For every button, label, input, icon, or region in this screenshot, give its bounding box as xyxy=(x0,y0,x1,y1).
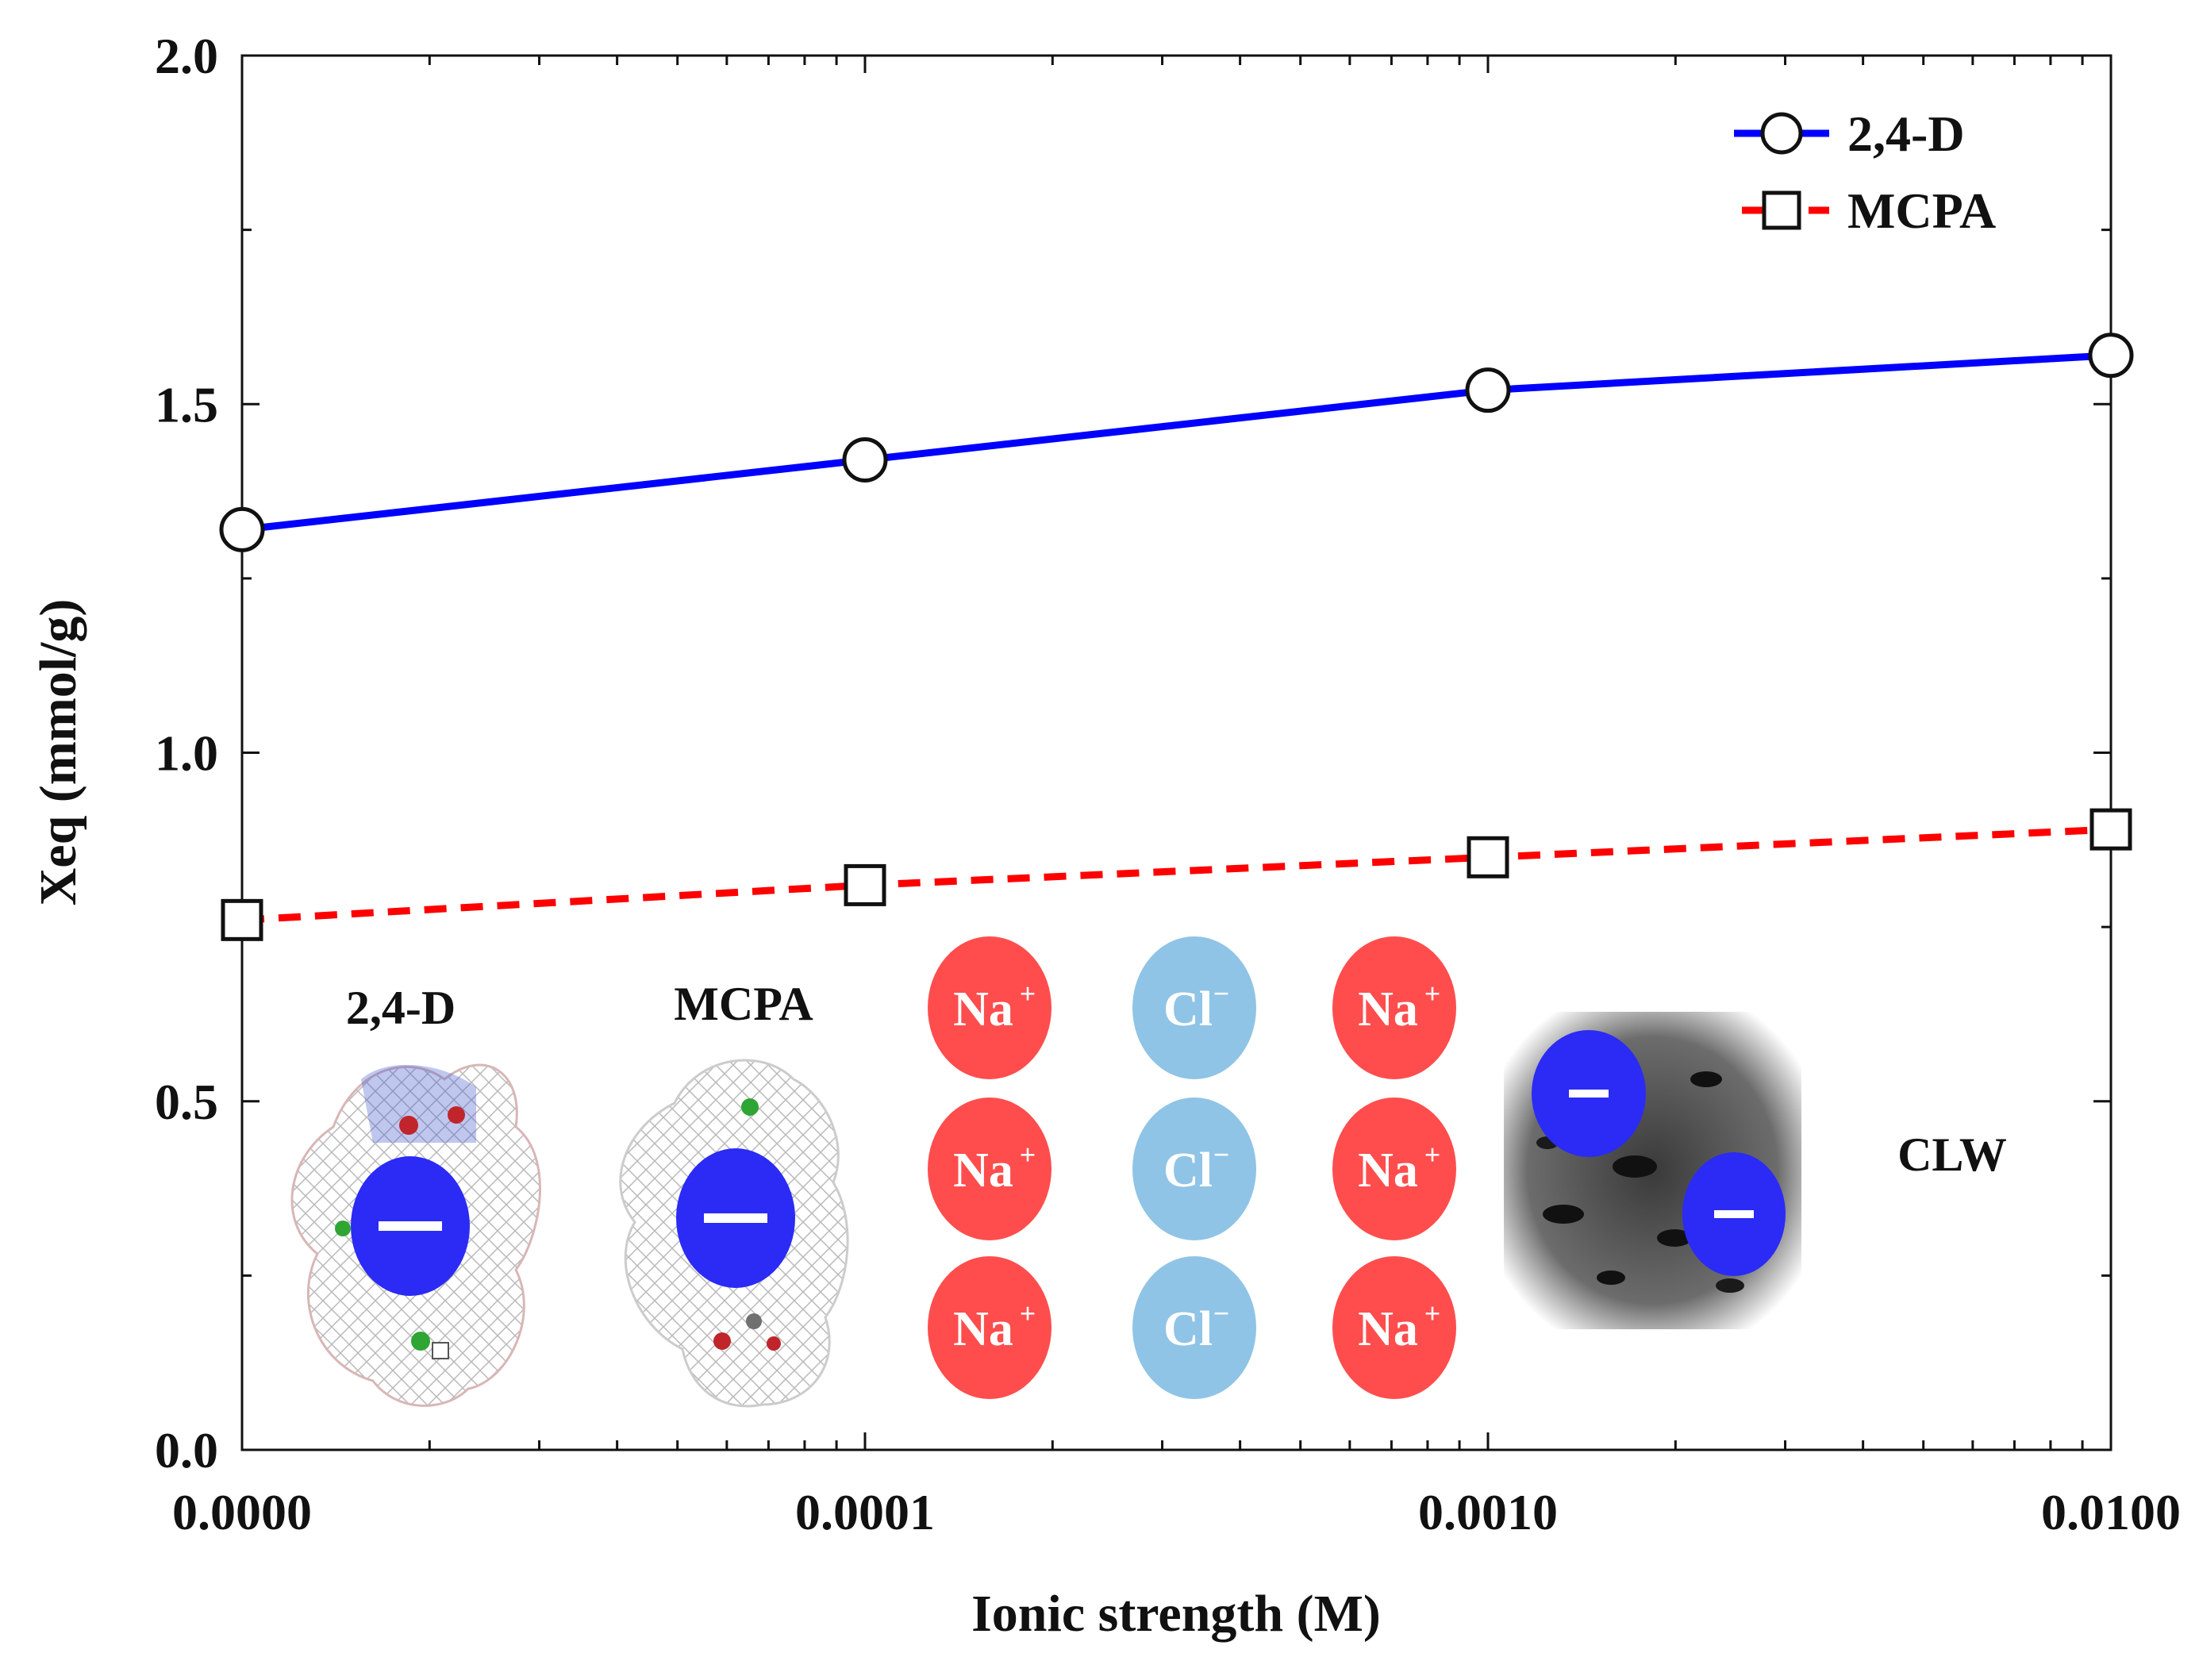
data-point-square xyxy=(221,898,263,941)
data-point-circle xyxy=(842,437,888,483)
sodium-ion-icon xyxy=(1332,936,1456,1079)
chloride-ion-icon xyxy=(1132,936,1256,1079)
chloride-charge-label: − xyxy=(1213,978,1230,1009)
x-tick-label: 0.0000 xyxy=(172,1484,312,1540)
legend-marker-mcpa xyxy=(1762,190,1801,230)
x-tick-label: 0.0010 xyxy=(1418,1484,1558,1540)
sodium-ion-label: Na xyxy=(953,1302,1013,1356)
x-tick-label: 0.0100 xyxy=(2041,1484,2181,1540)
chloride-ion-label: Cl xyxy=(1163,1302,1213,1356)
sodium-charge-label: + xyxy=(1424,1139,1441,1171)
axis-tick-labels: 0.0 0.5 1.0 1.5 2.0 0.0000 0.0001 0.0010 0.0100 xyxy=(155,28,2181,1540)
axis-ticks xyxy=(240,54,2113,1451)
minus-sign-icon xyxy=(379,1221,442,1231)
sodium-ion-icon xyxy=(928,936,1051,1079)
data-point-circle xyxy=(2088,333,2134,379)
sodium-ion-label: Na xyxy=(1358,1302,1418,1356)
chloride-ion-label: Cl xyxy=(1163,1144,1213,1198)
legend-marker-24d xyxy=(1760,112,1803,155)
series-line-0 xyxy=(241,352,2112,533)
y-tick-label: 2.0 xyxy=(155,28,218,84)
chloride-charge-label: − xyxy=(1213,1139,1230,1171)
data-point-square xyxy=(2089,808,2132,851)
sodium-charge-label: + xyxy=(1424,1297,1441,1329)
inset-label-mcpa: MCPA xyxy=(674,978,813,1030)
ion-grid: Na +Na +Na +Cl −Cl −Cl −Na +Na +Na + xyxy=(928,936,1456,1399)
series-line-1 xyxy=(241,825,2112,924)
chloride-ion-icon xyxy=(1132,1256,1256,1399)
chloride-charge-label: − xyxy=(1213,1297,1230,1329)
minus-sign-icon xyxy=(1714,1210,1754,1218)
sodium-charge-label: + xyxy=(1020,1297,1036,1329)
minus-sign-icon xyxy=(704,1213,767,1223)
sodium-ion-label: Na xyxy=(953,1144,1013,1198)
sodium-ion-label: Na xyxy=(953,982,1013,1036)
sodium-ion-icon xyxy=(928,1098,1051,1240)
sodium-charge-label: + xyxy=(1020,978,1036,1009)
legend: 2,4-D MCPA xyxy=(1734,106,1996,239)
sodium-ion-icon xyxy=(928,1256,1051,1399)
chloride-ion-label: Cl xyxy=(1163,982,1213,1036)
inset-label-24d: 2,4-D xyxy=(346,982,456,1034)
minus-sign-icon xyxy=(1569,1090,1609,1098)
sodium-charge-label: + xyxy=(1424,978,1441,1009)
sodium-charge-label: + xyxy=(1020,1139,1036,1171)
y-tick-label: 0.5 xyxy=(155,1074,218,1130)
data-point-square xyxy=(1467,836,1509,878)
chloride-ion-icon xyxy=(1132,1098,1256,1240)
sodium-ion-icon xyxy=(1332,1256,1456,1399)
sodium-ion-icon xyxy=(1332,1098,1456,1240)
y-tick-label: 0.0 xyxy=(155,1422,218,1478)
sodium-ion-label: Na xyxy=(1358,1144,1418,1198)
sodium-ion-label: Na xyxy=(1358,982,1418,1036)
x-axis-title: Ionic strength (M) xyxy=(971,1585,1381,1643)
y-tick-label: 1.5 xyxy=(155,376,218,432)
inset-illustration: 2,4-D MCPA Na +Na +Na +Cl −Cl −Cl −Na +Na +Na + xyxy=(290,936,2007,1408)
y-tick-label: 1.0 xyxy=(155,725,218,782)
legend-label-24d: 2,4-D xyxy=(1847,106,1965,162)
y-axis-title: Xeq (mmol/g) xyxy=(29,599,87,906)
data-point-square xyxy=(844,863,886,906)
x-tick-label: 0.0001 xyxy=(795,1484,935,1540)
data-series xyxy=(219,333,2134,941)
data-point-circle xyxy=(219,506,265,552)
inset-label-clw: CLW xyxy=(1897,1128,2007,1181)
data-point-circle xyxy=(1465,367,1511,413)
legend-label-mcpa: MCPA xyxy=(1847,183,1996,239)
